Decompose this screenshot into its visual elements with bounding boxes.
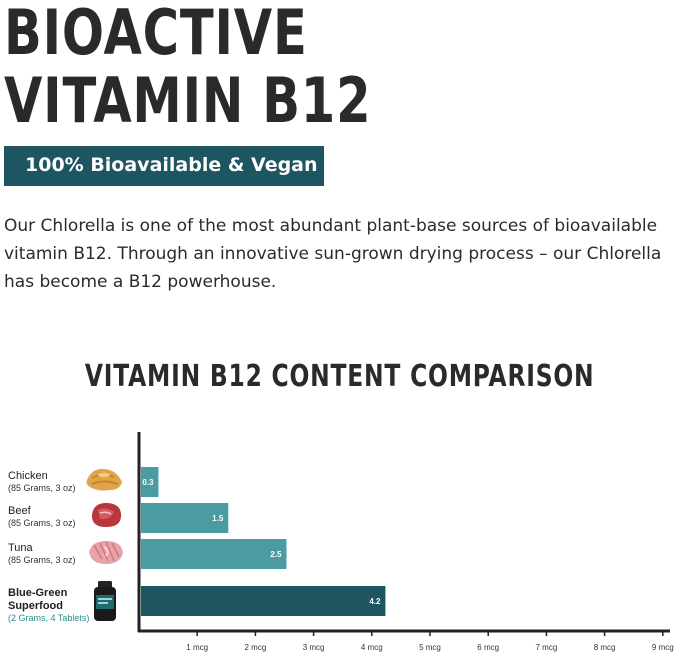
- category-label-tuna: Tuna (85 Grams, 3 oz): [8, 542, 76, 566]
- tuna-icon: [89, 541, 123, 564]
- chart-title: VITAMIN B12 CONTENT COMPARISON: [0, 358, 679, 398]
- chicken-icon: [86, 468, 122, 491]
- headline-line-1: BIOACTIVE: [4, 0, 308, 69]
- bar-value-label-3: 4.2: [369, 597, 381, 606]
- bar-value-label-1: 1.5: [212, 514, 224, 523]
- category-name: Beef: [8, 505, 31, 517]
- vegan-banner: 100% Bioavailable & Vegan: [4, 146, 324, 186]
- x-tick-label-5: 6 mcg: [477, 643, 499, 652]
- category-label-chicken: Chicken (85 Grams, 3 oz): [8, 470, 76, 494]
- category-label-beef: Beef (85 Grams, 3 oz): [8, 505, 76, 529]
- x-tick-label-0: 1 mcg: [186, 643, 208, 652]
- category-name: Blue-Green Superfood: [8, 587, 68, 612]
- x-tick-label-7: 8 mcg: [594, 643, 616, 652]
- category-sub: (85 Grams, 3 oz): [8, 518, 76, 528]
- category-sub: (2 Grams, 4 Tablets): [8, 613, 90, 623]
- x-tick-label-2: 3 mcg: [303, 643, 325, 652]
- bar-value-label-2: 2.5: [270, 550, 282, 559]
- x-tick-label-3: 4 mcg: [361, 643, 383, 652]
- category-name: Tuna: [8, 542, 33, 554]
- bar-1: [141, 503, 229, 533]
- bar-2: [141, 539, 287, 569]
- beef-icon: [91, 503, 122, 527]
- description-paragraph: Our Chlorella is one of the most abundan…: [4, 216, 662, 292]
- x-tick-label-6: 7 mcg: [536, 643, 558, 652]
- vegan-banner-text: 100% Bioavailable & Vegan: [25, 154, 318, 176]
- x-tick-label-4: 5 mcg: [419, 643, 441, 652]
- category-sub: (85 Grams, 3 oz): [8, 483, 76, 493]
- headline-line-2: VITAMIN B12: [4, 64, 372, 137]
- x-tick-label-8: 9 mcg: [652, 643, 674, 652]
- bar-3: [141, 586, 386, 616]
- category-label-superfood: Blue-Green Superfood (2 Grams, 4 Tablets…: [8, 587, 89, 624]
- x-tick-label-1: 2 mcg: [245, 643, 267, 652]
- bar-0: [141, 467, 159, 497]
- supplement-bottle-icon: [94, 581, 116, 621]
- category-sub: (85 Grams, 3 oz): [8, 555, 76, 565]
- chart-title-text: VITAMIN B12 CONTENT COMPARISON: [84, 359, 595, 394]
- category-name: Chicken: [8, 470, 48, 482]
- bar-value-label-0: 0.3: [142, 478, 154, 487]
